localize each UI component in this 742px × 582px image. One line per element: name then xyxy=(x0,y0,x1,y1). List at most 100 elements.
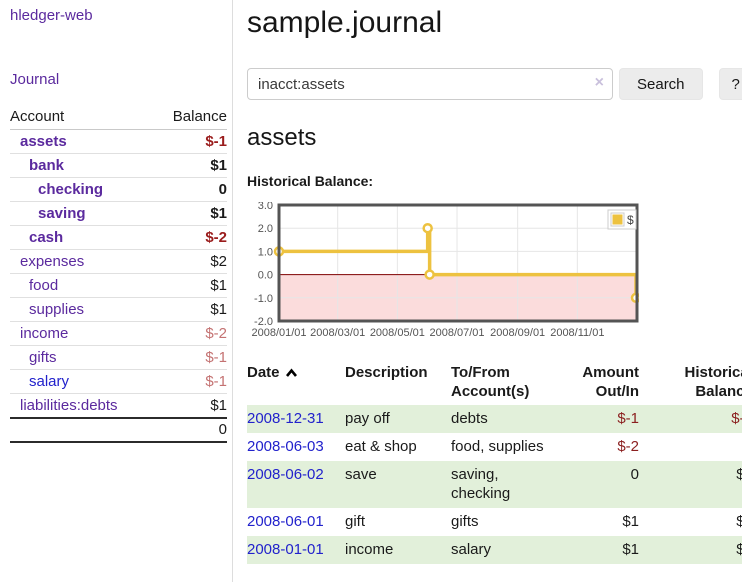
register-balance: $-1 xyxy=(731,410,742,427)
account-link-supplies[interactable]: supplies xyxy=(29,301,85,318)
table-row: 2008-06-01 gift gifts $1 $2 xyxy=(247,508,742,536)
account-row: saving $1 xyxy=(10,201,227,226)
account-balance: $-1 xyxy=(154,369,227,394)
y-tick-label: 3.0 xyxy=(258,202,273,212)
account-row: liabilities:debts $1 xyxy=(10,393,227,419)
x-tick-label: 2008/07/01 xyxy=(429,327,484,339)
register-header-balance: Historical Balance xyxy=(684,364,742,400)
register-table-body: 2008-12-31 pay off debts $-1 $-1 2008-06-03 ea… xyxy=(247,405,742,564)
table-row: 2008-06-02 save saving, checking 0 $2 xyxy=(247,461,742,508)
register-amount: 0 xyxy=(630,466,639,483)
account-link-checking[interactable]: checking xyxy=(38,181,104,198)
sidebar: hledger-web Journal Account Balance asse… xyxy=(0,0,233,582)
register-balance: $2 xyxy=(736,466,742,483)
register-balance: 0 xyxy=(649,433,742,461)
account-row: food $1 xyxy=(10,273,227,298)
register-amount: $1 xyxy=(622,513,639,530)
accounts-table: Account Balance assets $-1 bank $1 checking 0… xyxy=(10,105,227,443)
accounts-total-value: 0 xyxy=(154,417,227,443)
accounts-total-row: 0 xyxy=(10,417,227,443)
account-balance: $-2 xyxy=(154,321,227,346)
x-tick-label: 2008/03/01 xyxy=(310,327,365,339)
account-link-food[interactable]: food xyxy=(29,277,59,294)
x-tick-label: 2008/09/01 xyxy=(490,327,545,339)
search-input-wrapper: × xyxy=(247,68,613,100)
account-row: cash $-2 xyxy=(10,225,227,250)
accounts-total-spacer xyxy=(10,417,155,443)
data-point-marker xyxy=(424,269,435,280)
y-tick-label: 2.0 xyxy=(258,223,273,235)
plot-border xyxy=(277,203,639,323)
account-row: checking 0 xyxy=(10,177,227,202)
account-balance: $1 xyxy=(154,393,227,419)
legend-series-label: $ xyxy=(627,213,634,227)
register-table: Date Description To/From Account(s) Amou… xyxy=(247,360,742,564)
account-link-cash[interactable]: cash xyxy=(29,229,64,246)
chart-label: Historical Balance: xyxy=(247,173,374,189)
accounts-header-account: Account xyxy=(10,105,155,130)
sidebar-item-journal[interactable]: Journal xyxy=(10,71,60,88)
accounts-table-header: Account Balance xyxy=(10,105,227,130)
account-row: expenses $2 xyxy=(10,249,227,274)
account-balance: $1 xyxy=(154,153,227,178)
y-tick-label: -1.0 xyxy=(254,293,273,305)
account-page-title: assets xyxy=(247,124,317,151)
register-balance: $2 xyxy=(736,513,742,530)
historical-balance-chart: 3.0 2.0 1.0 0.0 -1.0 -2.0 2008/01/01 2008/03/01… xyxy=(247,200,742,346)
table-row: 2008-06-03 eat & shop food, supplies $-2 0 xyxy=(247,433,742,461)
app-title-link[interactable]: hledger-web xyxy=(10,7,93,24)
account-balance: $-1 xyxy=(154,345,227,370)
account-link-assets[interactable]: assets xyxy=(20,133,67,150)
y-tick-label: 0.0 xyxy=(258,270,273,282)
x-tick-label: 2008/01/01 xyxy=(251,327,306,339)
register-date-link[interactable]: 2008-12-31 xyxy=(247,410,324,427)
account-link-bank[interactable]: bank xyxy=(29,157,65,174)
account-balance: $1 xyxy=(154,273,227,298)
account-row: salary $-1 xyxy=(10,369,227,394)
y-tick-label: 1.0 xyxy=(258,246,273,258)
account-row: supplies $1 xyxy=(10,297,227,322)
register-date-link[interactable]: 2008-06-01 xyxy=(247,513,324,530)
register-date-link[interactable]: 2008-06-02 xyxy=(247,466,324,483)
register-header-row: Date Description To/From Account(s) Amou… xyxy=(247,360,742,405)
help-button[interactable]: ? xyxy=(718,68,742,100)
account-link-salary[interactable]: salary xyxy=(29,373,70,390)
account-link-liabilities-debts[interactable]: liabilities:debts xyxy=(20,397,118,414)
register-amount: $1 xyxy=(622,541,639,558)
clear-search-icon[interactable]: × xyxy=(594,74,604,91)
account-row: income $-2 xyxy=(10,321,227,346)
account-balance: 0 xyxy=(154,177,227,202)
accounts-table-body: assets $-1 bank $1 checking 0 saving $1 cash $-2 e… xyxy=(10,129,227,419)
x-tick-label: 2008/05/01 xyxy=(370,327,425,339)
register-amount: $-1 xyxy=(617,410,639,427)
register-accounts: salary xyxy=(451,541,492,558)
register-accounts: saving, checking xyxy=(451,466,511,502)
account-link-expenses[interactable]: expenses xyxy=(20,253,85,270)
search-button[interactable]: Search xyxy=(619,68,703,100)
register-balance: $1 xyxy=(736,541,742,558)
account-balance: $2 xyxy=(154,249,227,274)
account-row: bank $1 xyxy=(10,153,227,178)
register-date-link[interactable]: 2008-06-03 xyxy=(247,438,324,455)
account-row: assets $-1 xyxy=(10,129,227,154)
search-input[interactable] xyxy=(247,68,613,100)
register-description: pay off xyxy=(345,410,390,427)
table-row: 2008-01-01 income salary $1 $1 xyxy=(247,536,742,564)
x-tick-label: 2008/11/01 xyxy=(550,327,604,339)
table-row: 2008-12-31 pay off debts $-1 $-1 xyxy=(247,405,742,433)
sort-ascending-icon xyxy=(285,368,297,377)
data-point-marker xyxy=(422,222,433,234)
account-link-income[interactable]: income xyxy=(20,325,69,342)
register-header-accounts: To/From Account(s) xyxy=(451,364,530,400)
register-accounts: food, supplies xyxy=(451,438,544,455)
register-header-date[interactable]: Date xyxy=(247,360,345,405)
account-link-gifts[interactable]: gifts xyxy=(29,349,57,366)
legend-swatch-icon xyxy=(612,214,623,225)
account-link-saving[interactable]: saving xyxy=(38,205,86,222)
register-description: gift xyxy=(345,513,366,530)
register-date-link[interactable]: 2008-01-01 xyxy=(247,541,324,558)
register-description: save xyxy=(345,466,377,483)
register-amount: $-2 xyxy=(617,438,639,455)
